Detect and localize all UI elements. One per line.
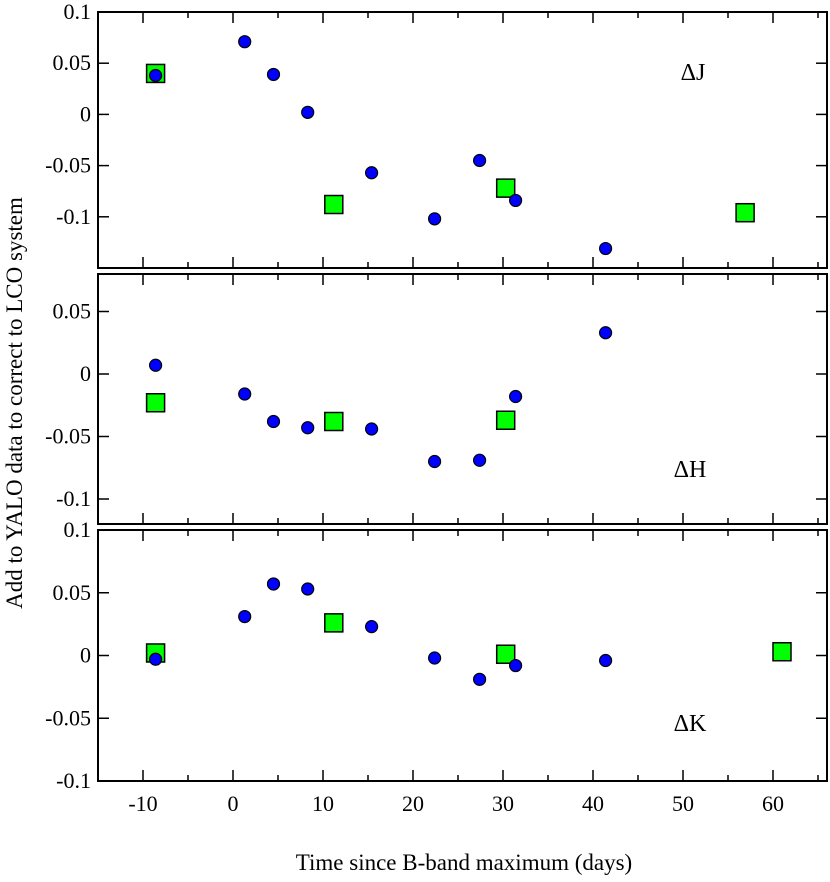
y-tick-label: -0.1 — [56, 486, 91, 511]
y-tick-label: -0.05 — [45, 424, 91, 449]
panel-label: ΔH — [674, 457, 707, 483]
circle-point — [598, 241, 613, 256]
circle-point — [301, 105, 315, 119]
circle-point — [428, 454, 442, 469]
circle-point — [598, 326, 613, 340]
x-tick-label: 30 — [492, 791, 514, 816]
circle-point — [266, 414, 281, 429]
circle-point — [238, 35, 252, 49]
panel-label: ΔK — [674, 711, 707, 737]
y-tick-label: 0 — [80, 361, 91, 386]
x-tick-label: 0 — [228, 791, 239, 816]
x-tick-label: 10 — [312, 791, 334, 816]
circle-point — [473, 453, 487, 467]
circle-point — [473, 672, 487, 686]
circle-point — [365, 422, 379, 436]
y-tick-label: 0.05 — [53, 299, 92, 324]
y-tick-label: 0 — [80, 101, 91, 126]
circle-point — [149, 358, 163, 372]
circle-point — [508, 658, 523, 673]
plot-frame — [97, 529, 828, 782]
circle-point — [266, 67, 281, 82]
square-point — [495, 178, 516, 198]
y-tick-label: -0.05 — [45, 153, 91, 178]
circle-point — [473, 153, 487, 168]
panels-layer: 0.10.050-0.05-0.1ΔJ0.050-0.05-0.1ΔH0.10.… — [45, 0, 828, 816]
y-tick-label: 0.05 — [53, 580, 92, 605]
x-tick-label: 40 — [582, 791, 604, 816]
y-axis-title: Add to YALO data to correct to LCO syste… — [2, 197, 27, 609]
square-point — [324, 411, 344, 432]
circle-point — [508, 193, 523, 208]
x-tick-label: 20 — [402, 791, 424, 816]
square-point — [495, 410, 516, 430]
x-axis-title: Time since B-band maximum (days) — [296, 850, 632, 875]
panel-2: 0.05 0 -0.05 -0.1 ΔH — [45, 273, 828, 525]
circle-point — [238, 609, 252, 624]
panel-3: 0.1 0.05 0 -0.05 -0.1 ΔK -10 0 10 20 30 40 50 60 — [45, 517, 828, 816]
circle-point — [149, 68, 163, 83]
panel-1: 0.1 0.05 0 -0.05 -0.1 ΔJ — [45, 0, 828, 269]
circle-point — [365, 620, 379, 634]
y-tick-label: 0.1 — [64, 0, 92, 24]
circle-point — [301, 421, 315, 435]
circle-point — [428, 212, 442, 226]
y-tick-label: 0.05 — [53, 50, 92, 75]
circle-point — [428, 651, 442, 665]
y-tick-label: -0.1 — [56, 768, 91, 793]
square-point — [495, 644, 516, 664]
circle-point — [301, 582, 315, 596]
x-tick-label: -10 — [128, 791, 157, 816]
square-point — [145, 393, 166, 413]
y-tick-label: 0.1 — [64, 517, 92, 542]
circle-point — [508, 389, 523, 404]
square-point — [735, 202, 755, 223]
panel-label: ΔJ — [681, 60, 706, 86]
square-point — [324, 194, 344, 215]
plot-frame — [97, 273, 828, 525]
y-tick-label: -0.05 — [45, 705, 91, 730]
circle-point — [266, 577, 281, 591]
y-tick-label: 0 — [80, 643, 91, 668]
circle-point — [149, 652, 163, 666]
y-tick-label: -0.1 — [56, 204, 91, 229]
plot-frame — [97, 11, 828, 269]
circle-point — [238, 387, 252, 401]
square-point — [772, 641, 792, 662]
x-tick-label: 50 — [672, 791, 694, 816]
x-tick-label: 60 — [762, 791, 784, 816]
circle-point — [365, 166, 379, 180]
circle-point — [598, 653, 613, 668]
square-point — [324, 613, 344, 633]
